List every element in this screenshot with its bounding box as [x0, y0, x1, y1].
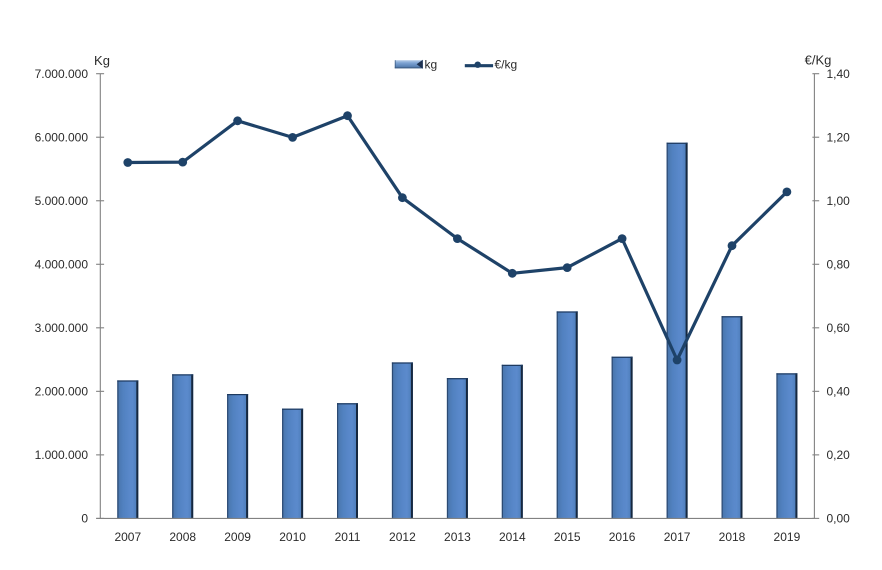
- svg-text:1,00: 1,00: [827, 194, 851, 208]
- svg-text:2011: 2011: [335, 530, 361, 544]
- svg-text:1.000.000: 1.000.000: [35, 448, 89, 462]
- svg-text:6.000.000: 6.000.000: [35, 130, 89, 144]
- svg-text:3.000.000: 3.000.000: [35, 321, 89, 335]
- svg-text:0: 0: [81, 512, 88, 526]
- svg-text:0,00: 0,00: [827, 512, 851, 526]
- svg-text:2013: 2013: [444, 530, 471, 544]
- svg-text:2009: 2009: [224, 530, 251, 544]
- svg-text:2.000.000: 2.000.000: [35, 385, 89, 399]
- svg-text:2015: 2015: [554, 530, 581, 544]
- svg-text:2019: 2019: [774, 530, 801, 544]
- svg-text:2012: 2012: [389, 530, 416, 544]
- svg-text:1,40: 1,40: [827, 67, 851, 81]
- svg-text:1,20: 1,20: [827, 130, 851, 144]
- svg-text:Kg: Kg: [94, 53, 110, 68]
- svg-text:2018: 2018: [719, 530, 746, 544]
- svg-text:5.000.000: 5.000.000: [35, 194, 89, 208]
- svg-text:0,20: 0,20: [827, 448, 851, 462]
- svg-text:kg: kg: [425, 58, 438, 72]
- svg-text:2007: 2007: [114, 530, 141, 544]
- svg-text:0,40: 0,40: [827, 385, 851, 399]
- svg-text:2017: 2017: [664, 530, 691, 544]
- svg-text:7.000.000: 7.000.000: [35, 67, 89, 81]
- svg-text:€/Kg: €/Kg: [805, 53, 832, 68]
- svg-text:4.000.000: 4.000.000: [35, 258, 89, 272]
- svg-text:0,60: 0,60: [827, 321, 851, 335]
- svg-text:€/kg: €/kg: [495, 58, 518, 72]
- svg-text:2016: 2016: [609, 530, 636, 544]
- svg-text:0,80: 0,80: [827, 258, 851, 272]
- svg-text:2008: 2008: [169, 530, 196, 544]
- svg-text:2014: 2014: [499, 530, 526, 544]
- svg-text:2010: 2010: [279, 530, 306, 544]
